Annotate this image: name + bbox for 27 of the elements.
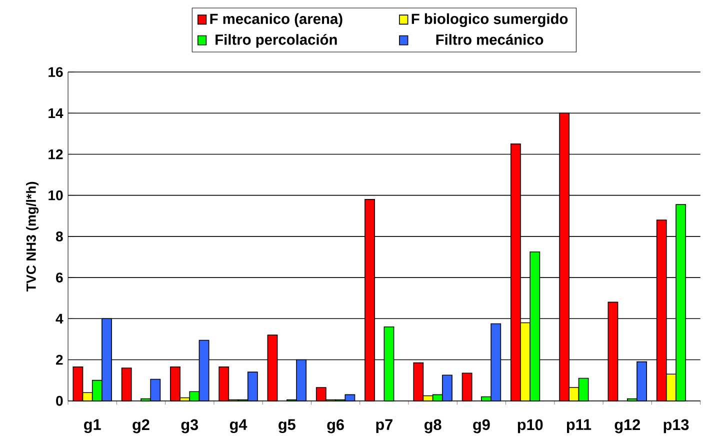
x-tick-label: p11 xyxy=(566,419,592,433)
y-axis-title: TVC NH3 (mg/l*h) xyxy=(26,182,39,292)
legend-label: F biologico sumergido xyxy=(412,13,568,27)
x-tick-label: g12 xyxy=(614,419,640,434)
legend-label: Filtro mecánico xyxy=(436,34,544,45)
y-tick-label: 14 xyxy=(48,108,64,118)
y-tick-label: 16 xyxy=(48,66,63,77)
x-tick-label: g2 xyxy=(132,419,150,434)
x-tick-label: g9 xyxy=(473,419,490,434)
y-tick-label: 12 xyxy=(48,149,63,160)
y-tick-label: 4 xyxy=(56,314,64,324)
x-tick-label: g5 xyxy=(278,419,296,433)
x-tick-label: g1 xyxy=(84,419,101,433)
y-tick-label: 6 xyxy=(56,272,63,282)
x-tick-label: g3 xyxy=(181,419,198,434)
x-tick-label: g8 xyxy=(424,419,442,434)
x-tick-label: p7 xyxy=(376,419,392,433)
y-tick-label: 8 xyxy=(56,231,63,242)
y-tick-label: 2 xyxy=(56,354,63,365)
x-tick-label: p13 xyxy=(664,419,689,434)
legend-label: F mecanico (arena) xyxy=(210,13,342,27)
y-tick-label: 0 xyxy=(56,396,63,406)
x-tick-label: g4 xyxy=(230,419,248,433)
x-tick-label: g6 xyxy=(327,419,344,434)
y-tick-label: 10 xyxy=(48,190,63,200)
x-tick-label: p10 xyxy=(518,419,543,434)
legend-label: Filtro percolación xyxy=(216,34,337,48)
